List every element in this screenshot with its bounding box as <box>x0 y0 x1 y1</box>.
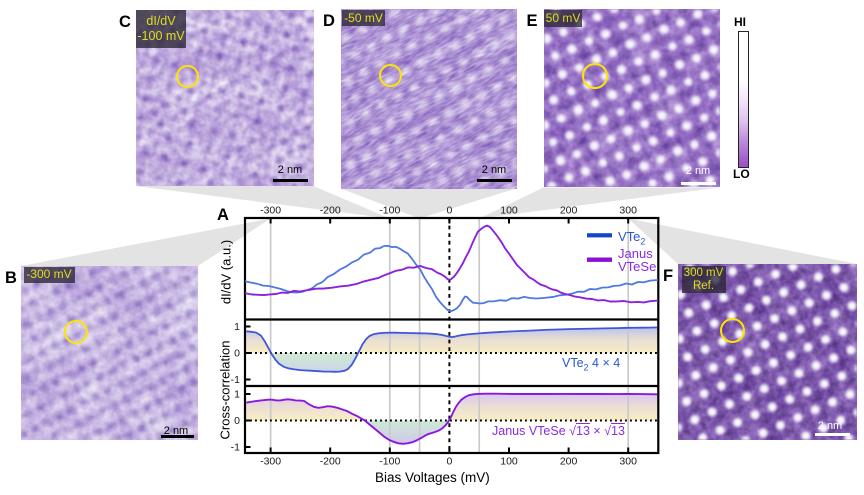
svg-text:-1: -1 <box>231 374 240 386</box>
svg-text:0: 0 <box>446 205 452 217</box>
svg-text:-300: -300 <box>260 456 281 468</box>
svg-text:1: 1 <box>234 389 240 401</box>
svg-text:-300: -300 <box>260 205 281 217</box>
svg-text:-200: -200 <box>320 456 341 468</box>
svg-text:-1: -1 <box>231 442 240 454</box>
svg-text:-200: -200 <box>320 205 341 217</box>
svg-text:300: 300 <box>619 456 637 468</box>
svg-text:0: 0 <box>446 456 452 468</box>
svg-text:200: 200 <box>560 205 578 217</box>
svg-text:0: 0 <box>234 415 240 427</box>
svg-text:100: 100 <box>500 205 518 217</box>
svg-text:100: 100 <box>500 456 518 468</box>
svg-text:-100: -100 <box>379 456 400 468</box>
svg-text:200: 200 <box>560 456 578 468</box>
svg-text:1: 1 <box>234 321 240 333</box>
svg-text:300: 300 <box>619 205 637 217</box>
svg-text:0: 0 <box>234 348 240 360</box>
svg-text:-100: -100 <box>379 205 400 217</box>
